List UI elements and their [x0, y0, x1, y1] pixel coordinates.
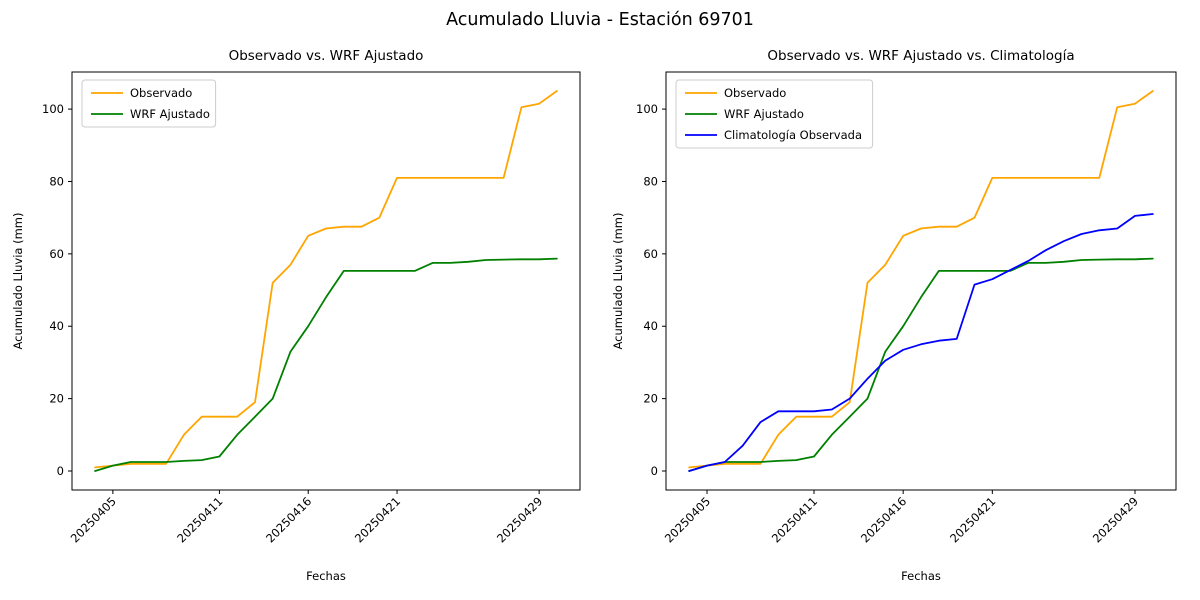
svg-text:WRF Ajustado: WRF Ajustado — [724, 107, 804, 121]
svg-text:20250421: 20250421 — [947, 494, 998, 545]
chart-observado-vs-wrf: 0 20 40 60 80 100 20250405 20250411 20250416 2025… — [11, 48, 581, 583]
svg-text:Observado: Observado — [724, 86, 786, 100]
svg-text:Observado vs. WRF Ajustado: Observado vs. WRF Ajustado — [229, 48, 424, 64]
svg-text:20250429: 20250429 — [1090, 494, 1141, 545]
svg-text:80: 80 — [49, 174, 64, 188]
svg-text:Acumulado Lluvia (mm): Acumulado Lluvia (mm) — [611, 213, 625, 350]
svg-text:40: 40 — [49, 319, 64, 333]
svg-text:20250405: 20250405 — [662, 494, 713, 545]
svg-text:20250411: 20250411 — [769, 494, 820, 545]
svg-text:Fechas: Fechas — [901, 569, 941, 583]
svg-text:60: 60 — [643, 247, 658, 261]
svg-text:20: 20 — [643, 392, 658, 406]
figure-title: Acumulado Lluvia - Estación 69701 — [446, 10, 754, 30]
svg-text:80: 80 — [643, 174, 658, 188]
svg-text:20250416: 20250416 — [263, 494, 314, 545]
svg-text:60: 60 — [49, 247, 64, 261]
svg-text:0: 0 — [651, 464, 658, 478]
svg-text:20250421: 20250421 — [352, 494, 403, 545]
svg-text:Acumulado Lluvia (mm): Acumulado Lluvia (mm) — [11, 213, 25, 350]
svg-text:100: 100 — [42, 102, 64, 116]
svg-text:100: 100 — [636, 102, 658, 116]
chart-observado-vs-wrf-vs-climatologia: 0 20 40 60 80 100 20250405 20250411 20250416 2025… — [611, 48, 1177, 583]
svg-text:20250411: 20250411 — [174, 494, 225, 545]
svg-text:Climatología Observada: Climatología Observada — [724, 128, 862, 142]
svg-text:Fechas: Fechas — [306, 569, 346, 583]
svg-text:WRF Ajustado: WRF Ajustado — [130, 107, 210, 121]
svg-text:Observado vs. WRF Ajustado vs.: Observado vs. WRF Ajustado vs. Climatolo… — [767, 48, 1074, 64]
svg-text:20250416: 20250416 — [858, 494, 909, 545]
svg-text:Observado: Observado — [130, 86, 192, 100]
svg-text:40: 40 — [643, 319, 658, 333]
svg-text:0: 0 — [57, 464, 64, 478]
svg-text:20250429: 20250429 — [494, 494, 545, 545]
svg-text:20250405: 20250405 — [68, 494, 119, 545]
svg-text:20: 20 — [49, 392, 64, 406]
